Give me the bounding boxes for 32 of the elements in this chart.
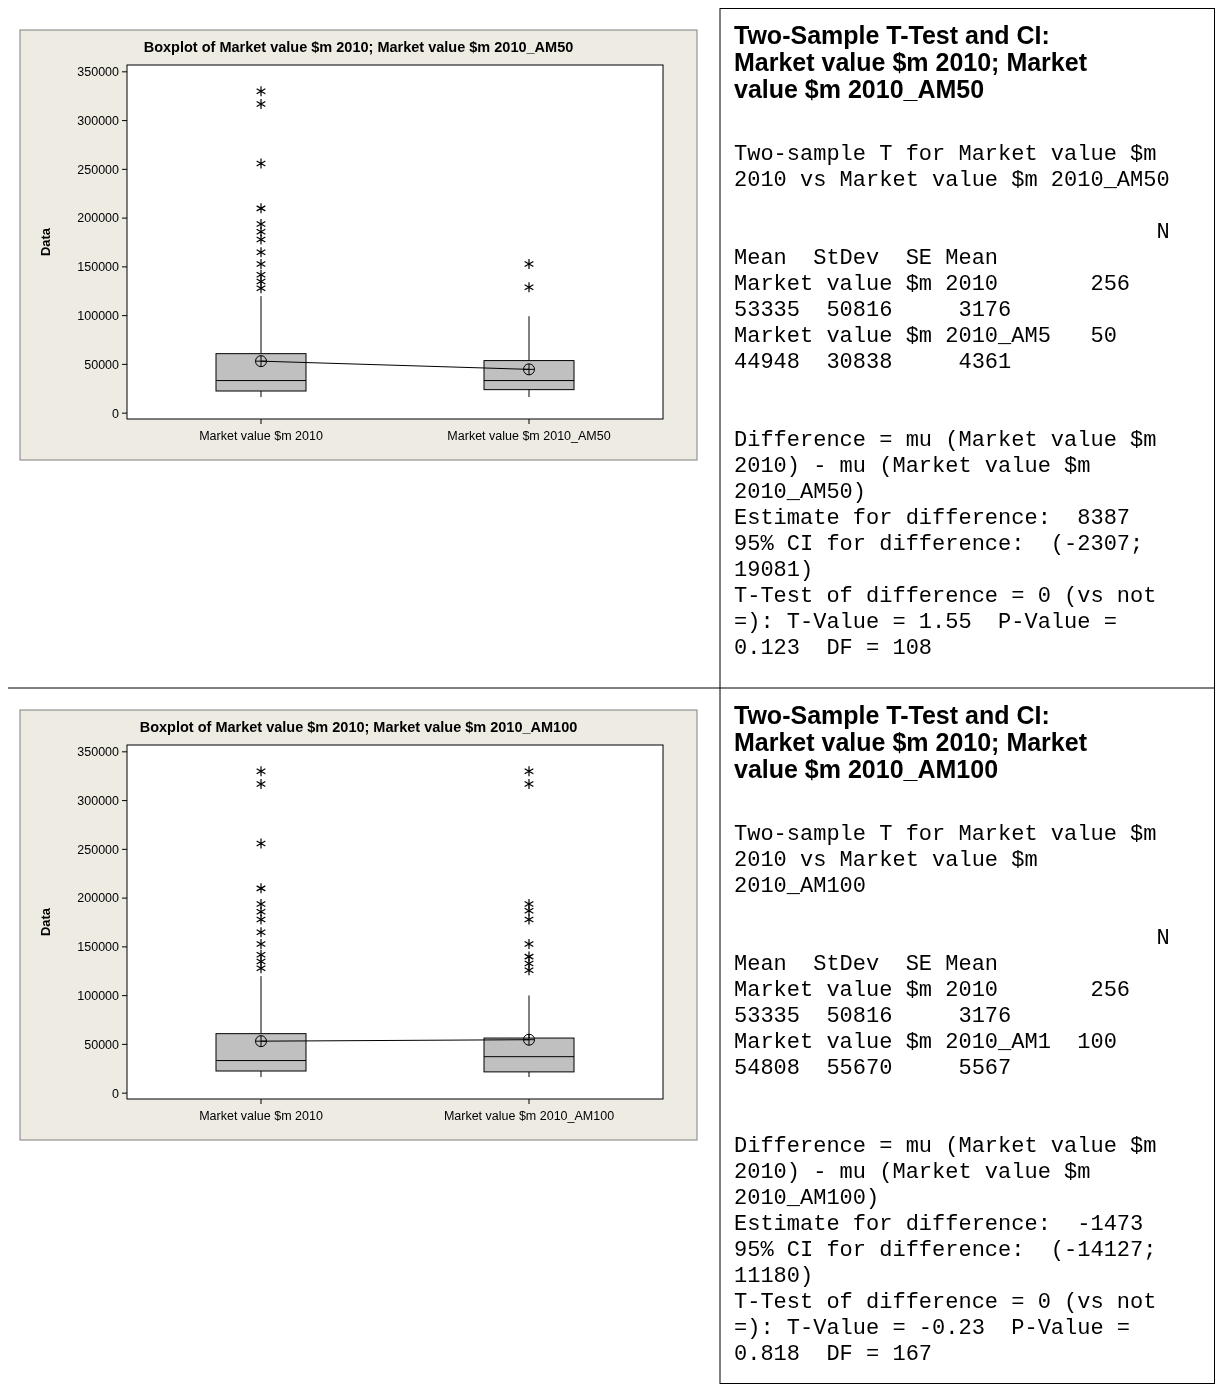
text: Difference = mu (Market value $m 2010) - mu (Market value $m 2010_AM100) Estimate for difference: -1473 95% CI for difference: (-14127; 11180) T-Test of difference = 0 (vs not =): T-Value = -0.23 P-Value = 0.818 DF = 167 (734, 1134, 1157, 1367)
text: Two-Sample T-Test and CI: Market value $m 2010; Market value $m 2010_AM100 (734, 701, 1088, 783)
y-tick-label: 0 (112, 406, 120, 421)
chart-title: Boxplot of Market value $m 2010; Market value $m 2010_AM50 (143, 39, 574, 55)
y-tick-label: 50000 (84, 1037, 120, 1052)
text: N Mean StDev SE Mean Market value $m 2010 256 53335 50816 3176 Market value $m 2010_AM5 50 44948 30838 4361 (734, 220, 1170, 375)
text: Two-sample T for Market value $m 2010 vs Market value $m 2010_AM100 (734, 822, 1157, 899)
text: Difference = mu (Market value $m 2010) - mu (Market value $m 2010_AM50) Estimate for difference: 8387 95% CI for difference: (-2307; 19081) T-Test of difference = 0 (vs not =): T-Value = 1.55 P-Value = 0.123 DF = 108 (734, 428, 1157, 661)
text: N Mean StDev SE Mean Market value $m 2010 256 53335 50816 3176 Market value $m 2010_AM1 100 54808 55670 5567 (734, 926, 1170, 1081)
text: Two-sample T for Market value $m 2010 vs Market value $m 2010_AM50 (734, 142, 1170, 193)
y-tick-label: 250000 (77, 842, 120, 857)
x-tick-label: Market value $m 2010 (199, 429, 323, 443)
y-axis-title: Data (38, 227, 53, 257)
y-axis-title: Data (38, 907, 53, 937)
y-tick-label: 300000 (77, 793, 120, 808)
x-tick-label: Market value $m 2010 (199, 1109, 323, 1123)
x-tick-label: Market value $m 2010_AM50 (447, 429, 611, 443)
x-tick-label: Market value $m 2010_AM100 (443, 1109, 615, 1123)
y-tick-label: 200000 (77, 891, 120, 906)
y-tick-label: 100000 (77, 309, 120, 323)
y-tick-label: 150000 (77, 260, 120, 275)
y-tick-label: 200000 (77, 211, 120, 226)
y-tick-label: 350000 (77, 745, 120, 760)
text: Two-Sample T-Test and CI: Market value $m 2010; Market value $m 2010_AM50 (734, 21, 1088, 103)
y-tick-label: 250000 (77, 162, 120, 177)
y-tick-label: 100000 (77, 989, 120, 1003)
y-tick-label: 350000 (77, 65, 120, 80)
y-tick-label: 0 (112, 1086, 120, 1101)
y-tick-label: 50000 (84, 357, 120, 372)
y-tick-label: 300000 (77, 113, 120, 128)
chart-title: Boxplot of Market value $m 2010; Market value $m 2010_AM100 (139, 719, 578, 735)
y-tick-label: 150000 (77, 940, 120, 955)
